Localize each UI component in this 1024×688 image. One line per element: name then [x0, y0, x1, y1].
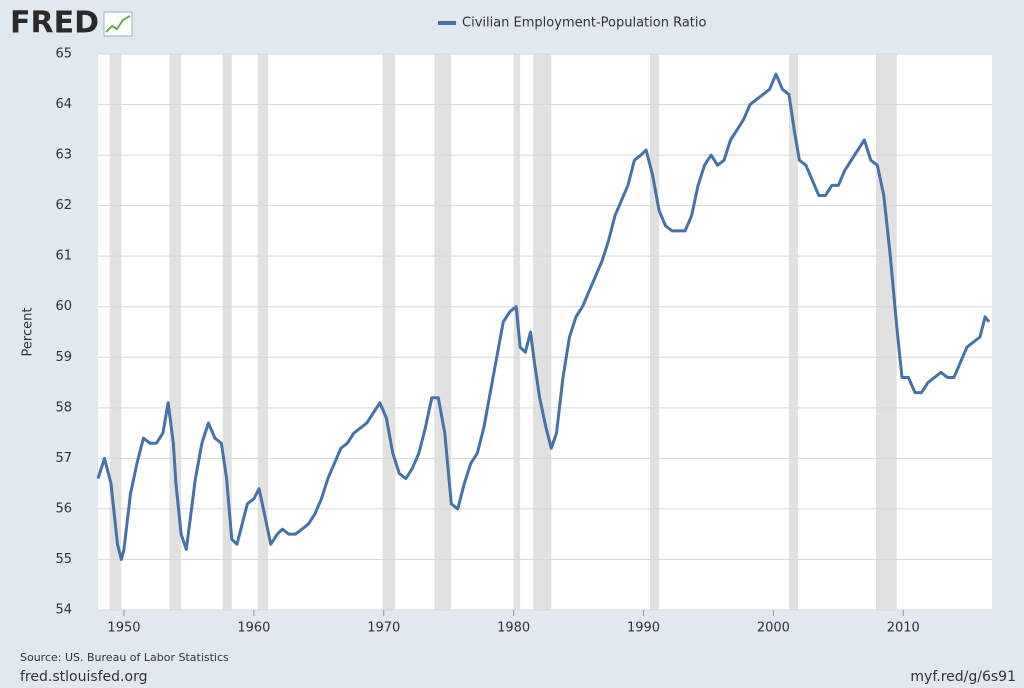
y-tick-label: 62 [55, 198, 72, 213]
y-tick-label: 64 [55, 97, 72, 112]
x-tick-label: 1970 [367, 621, 400, 636]
x-tick-label: 1980 [497, 621, 530, 636]
recession-band [434, 54, 452, 610]
site: fred.stlouisfed.org [20, 669, 147, 685]
recession-band [650, 54, 660, 610]
y-tick-label: 61 [55, 249, 72, 264]
x-tick-label: 1960 [237, 621, 270, 636]
y-axis-label: Percent [21, 308, 36, 357]
plot: 54 55 56 57 58 59 60 61 62 63 64 65 1950 1960 1970 1980… [55, 47, 992, 636]
y-tick-label: 57 [55, 451, 72, 466]
logo: FRED [10, 6, 99, 41]
y-tick-label: 59 [55, 350, 72, 365]
recession-band [222, 54, 232, 610]
y-tick-label: 54 [55, 603, 72, 618]
x-tick-label: 2010 [887, 621, 920, 636]
recession-band [257, 54, 269, 610]
y-tick-label: 63 [55, 148, 72, 163]
recession-band [533, 54, 552, 610]
recession-band [169, 54, 182, 610]
recession-band [876, 54, 897, 610]
y-tick-label: 60 [55, 299, 72, 314]
y-tick-label: 56 [55, 501, 72, 516]
short-url: myf.red/g/6s91 [910, 669, 1016, 685]
x-tick-label: 2000 [757, 621, 790, 636]
data-line [96, 72, 991, 561]
y-tick-label: 55 [55, 552, 72, 567]
source: Source: US. Bureau of Labor Statistics [20, 651, 229, 664]
recession-band [788, 54, 799, 610]
recession-band [513, 54, 521, 610]
logo-icon [103, 11, 133, 37]
y-tick-label: 65 [55, 47, 72, 62]
x-tick-label: 1950 [107, 621, 140, 636]
recession-band [382, 54, 396, 610]
recession-band [109, 54, 122, 610]
y-tick-label: 58 [55, 400, 72, 415]
x-tick-label: 1990 [627, 621, 660, 636]
legend-label: Civilian Employment-Population Ratio [462, 16, 706, 31]
